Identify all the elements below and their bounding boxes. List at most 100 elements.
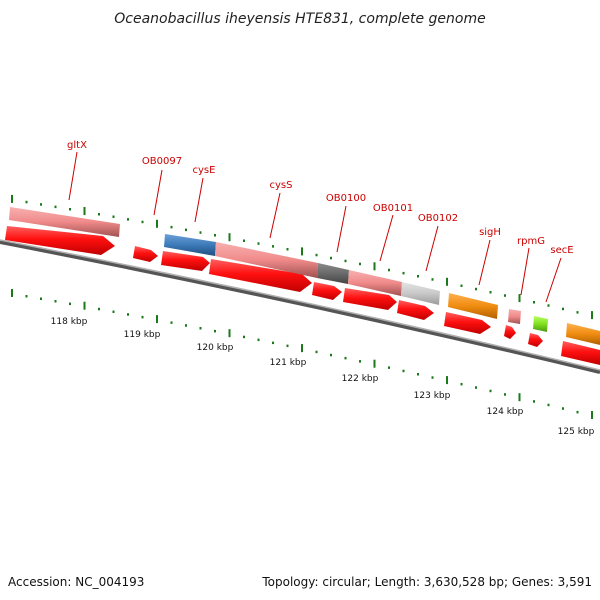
kbp-label-119: 119 kbp	[124, 330, 161, 340]
upper-tick-mark	[69, 208, 71, 211]
kbp-label-123: 123 kbp	[414, 391, 451, 401]
label-leaders	[68, 151, 562, 303]
lower-tick-mark	[388, 366, 390, 369]
cds-arrow-ob0101[interactable]	[343, 288, 397, 310]
gene-label-ob0101[interactable]: OB0101	[373, 203, 413, 214]
upper-tick-mark	[373, 262, 376, 271]
gene-label-gltx[interactable]: gltX	[67, 140, 87, 151]
cds-arrow-ob0102[interactable]	[397, 300, 434, 320]
upper-tick-mark	[431, 278, 434, 281]
cds-arrow-sigh[interactable]	[444, 312, 491, 334]
upper-tick-mark	[40, 203, 42, 206]
lower-tick-mark	[112, 310, 115, 313]
gene-label-sigh[interactable]: sigH	[479, 227, 501, 238]
gene-label-ob0100[interactable]: OB0100	[326, 193, 366, 204]
cds-arrow-cyss[interactable]	[209, 259, 312, 292]
lower-tick-mark	[330, 353, 332, 357]
upper-tick-mark	[359, 262, 361, 266]
lower-tick-mark	[489, 389, 492, 393]
lower-tick-mark	[243, 335, 245, 339]
lower-tick-mark	[373, 359, 376, 368]
lower-tick-mark	[504, 393, 506, 396]
upper-tick-mark	[272, 245, 274, 248]
gene-label-sece[interactable]: secE	[550, 245, 573, 256]
upper-tick-mark	[489, 291, 492, 294]
kbp-label-122: 122 kbp	[342, 374, 379, 384]
lower-tick-mark	[170, 321, 173, 324]
lower-tick-mark	[40, 297, 42, 300]
gene-bar-gltx[interactable]	[9, 207, 120, 237]
upper-tick-mark	[402, 271, 405, 275]
upper-tick-mark	[185, 228, 187, 232]
gene-bar-cyss[interactable]	[215, 242, 318, 278]
lower-tick-mark	[228, 329, 231, 338]
upper-tick-mark	[547, 304, 550, 307]
upper-tick-mark	[11, 194, 13, 203]
upper-tick-mark	[591, 311, 593, 320]
lower-tick-mark	[576, 410, 579, 414]
lower-tick-mark	[547, 403, 550, 407]
gene-bar-sece[interactable]	[533, 316, 548, 332]
kbp-label-121: 121 kbp	[270, 358, 307, 368]
lower-tick-mark	[83, 301, 86, 310]
gene-labels: gltX OB0097 cysE cysS OB0100 OB0101 OB01…	[67, 140, 574, 256]
upper-tick-mark	[562, 307, 564, 311]
lower-tick-mark	[591, 411, 593, 419]
gene-bar-ob0102[interactable]	[401, 282, 440, 305]
upper-tick-mark	[170, 225, 173, 229]
upper-tick-mark	[54, 205, 57, 209]
gene-label-rpmg[interactable]: rpmG	[517, 236, 545, 247]
upper-tick-mark	[446, 277, 448, 286]
accession-text: Accession: NC_004193	[8, 575, 144, 589]
gene-label-ob0102[interactable]: OB0102	[418, 213, 458, 224]
lower-tick-mark	[286, 344, 289, 348]
gene-label-ob0097[interactable]: OB0097	[142, 156, 182, 167]
kbp-label-118: 118 kbp	[51, 317, 88, 327]
lower-tick-mark	[11, 289, 13, 297]
lower-tick-mark	[141, 315, 144, 319]
upper-tick-mark	[156, 219, 158, 228]
lower-tick-mark	[301, 344, 303, 353]
gene-bar-cyse[interactable]	[164, 234, 216, 256]
upper-tick-mark	[460, 284, 463, 287]
upper-tick-mark	[25, 200, 28, 204]
upper-tick-mark	[576, 311, 579, 314]
lower-tick-mark	[214, 329, 216, 333]
cds-arrow-next[interactable]	[561, 341, 600, 365]
cds-arrow-ob0100[interactable]	[312, 282, 342, 300]
cds-arrow-cyse[interactable]	[161, 251, 210, 271]
genome-backbone	[0, 240, 600, 374]
cds-arrow-rpmg[interactable]	[504, 325, 516, 339]
gene-bar-sigh[interactable]	[448, 293, 498, 319]
lower-tick-mark	[475, 386, 477, 389]
gene-bar-rpmg[interactable]	[508, 309, 521, 324]
lower-tick-mark	[460, 382, 463, 386]
cds-arrow-ob0097[interactable]	[133, 246, 158, 262]
upper-tick-mark	[141, 220, 144, 224]
cds-arrow-sece[interactable]	[528, 333, 543, 347]
upper-tick-mark	[388, 268, 390, 272]
gene-bar-next[interactable]	[566, 323, 600, 345]
upper-tick-mark	[199, 231, 202, 234]
gene-label-cyss[interactable]: cysS	[270, 180, 293, 191]
gene-bar-ob0101[interactable]	[348, 270, 402, 296]
upper-tick-mark	[417, 275, 419, 278]
upper-tick-mark	[344, 259, 347, 263]
upper-tick-track	[11, 194, 593, 320]
topology-text: Topology: circular; Length: 3,630,528 bp…	[261, 575, 592, 589]
gene-label-cyse[interactable]: cysE	[193, 165, 216, 176]
upper-tick-mark	[112, 215, 115, 218]
genome-backbone-highlight	[0, 239, 600, 371]
upper-tick-mark	[533, 301, 535, 304]
lower-tick-mark	[562, 407, 564, 410]
kbp-labels: 118 kbp 119 kbp 120 kbp 121 kbp 122 kbp …	[51, 317, 595, 437]
map-title: Oceanobacillus iheyensis HTE831, complet…	[114, 11, 485, 27]
cds-arrow-gltx[interactable]	[5, 226, 115, 255]
lower-tick-mark	[446, 376, 448, 385]
upper-tick-mark	[286, 248, 289, 251]
lower-tick-mark	[431, 376, 434, 379]
gene-bar-ob0100[interactable]	[317, 263, 349, 284]
lower-tick-mark	[156, 315, 158, 324]
upper-tick-mark	[243, 239, 245, 242]
lower-tick-mark	[98, 307, 100, 311]
